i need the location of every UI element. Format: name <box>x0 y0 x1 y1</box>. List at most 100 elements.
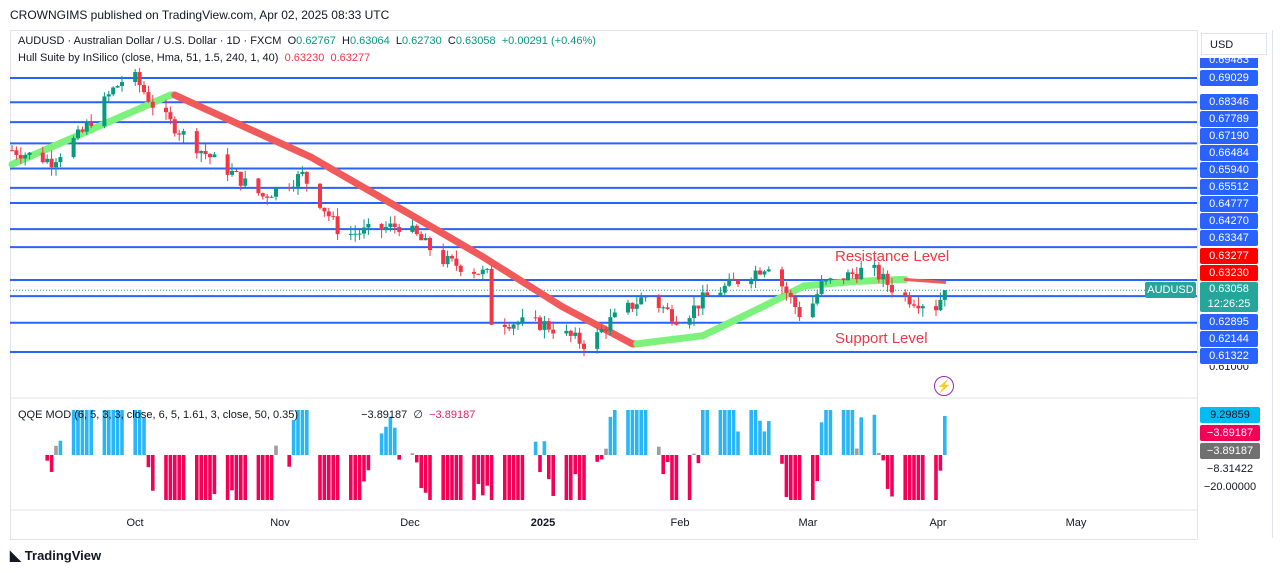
qqe-histogram-bar <box>445 455 450 500</box>
hull-band-up <box>848 276 905 286</box>
bar-countdown: 12:26:25 <box>1207 298 1251 310</box>
candle-down <box>476 273 481 275</box>
candle-down <box>397 227 402 232</box>
qqe-histogram-bar <box>146 455 151 468</box>
candle-down <box>731 278 736 281</box>
price-axis[interactable] <box>1197 30 1273 538</box>
hull-value-2: 0.63277 <box>330 52 371 64</box>
qqe-histogram-bar <box>137 410 142 455</box>
qqe-histogram-bar <box>261 455 265 500</box>
qqe-histogram-bar <box>485 455 489 486</box>
qqe-histogram-bar <box>613 410 617 455</box>
candle-down <box>265 196 270 198</box>
qqe-histogram-bar <box>727 410 731 455</box>
candle-up <box>599 329 604 333</box>
candle-down <box>260 193 265 197</box>
candle-up <box>564 330 569 334</box>
level-label: 0.64270 <box>1200 213 1258 229</box>
candle-down <box>788 292 793 297</box>
qqe-histogram-bar <box>503 455 507 500</box>
hull-legend[interactable]: Hull Suite by InSilico (close, Hma, 51, … <box>18 52 370 64</box>
qqe-histogram-bar <box>604 448 608 455</box>
qqe-value-2: −3.89187 <box>429 409 476 421</box>
close-label: C <box>447 35 456 47</box>
qqe-histogram-bar <box>300 410 305 455</box>
qqe-histogram-bar <box>335 455 340 500</box>
level-label: 0.65512 <box>1200 179 1258 195</box>
candle-up <box>27 152 32 155</box>
qqe-histogram-bar <box>511 455 516 500</box>
candle-up <box>410 225 415 232</box>
qqe-histogram-bar <box>749 410 753 455</box>
qqe-histogram-bar <box>459 455 463 500</box>
candle-up <box>872 264 877 268</box>
candle-down <box>142 85 146 93</box>
candle-up <box>762 271 767 275</box>
x-label-oct: Oct <box>126 517 144 529</box>
qqe-histogram-bar <box>890 455 894 497</box>
lightning-icon[interactable]: ⚡ <box>934 376 954 396</box>
candle-down <box>458 265 463 272</box>
qqe-legend[interactable]: QQE MOD (6, 5, 3, 3, close, 6, 5, 1.61, … <box>18 408 475 421</box>
low-value: 0.62730 <box>402 35 442 47</box>
qqe-histogram-bar <box>674 455 679 500</box>
candle-up <box>269 196 274 198</box>
candle-down <box>379 223 384 230</box>
qqe-histogram-bar <box>723 410 727 455</box>
hull-band-down <box>171 91 315 161</box>
candle-up <box>626 302 630 313</box>
tradingview-logo[interactable]: ◣ TradingView <box>10 547 101 564</box>
qqe-histogram-bar <box>177 455 181 500</box>
level-label: 0.66484 <box>1200 145 1258 161</box>
candle-up <box>106 94 111 97</box>
qqe-histogram-bar <box>415 455 419 463</box>
brand-name: TradingView <box>24 548 102 563</box>
candle-down <box>335 216 340 235</box>
qqe-histogram-bar <box>349 455 353 500</box>
qqe-histogram-bar <box>428 455 432 500</box>
candle-down <box>225 154 230 175</box>
qqe-histogram-bar <box>639 410 643 455</box>
qqe-histogram-bar <box>450 455 454 500</box>
qqe-histogram-bar <box>142 417 146 455</box>
hull-band-down <box>903 278 947 284</box>
candle-up <box>749 279 754 285</box>
qqe-histogram-bar <box>701 410 705 455</box>
candle-down <box>322 207 327 212</box>
qqe-histogram-bar <box>357 455 362 500</box>
candle-down <box>10 150 14 152</box>
candle-down <box>489 268 494 325</box>
qqe-histogram-bar <box>419 455 423 489</box>
candle-down <box>538 317 542 330</box>
qqe-histogram-bar <box>916 455 921 500</box>
candle-down <box>441 250 446 265</box>
qqe-axis-5: −20.00000 <box>1203 481 1257 493</box>
qqe-histogram-bar <box>71 410 76 455</box>
qqe-histogram-bar <box>551 455 555 496</box>
candle-up <box>859 267 864 280</box>
qqe-histogram-bar <box>533 441 538 455</box>
qqe-histogram-bar <box>657 446 661 455</box>
qqe-histogram-bar <box>758 420 762 455</box>
qqe-histogram-bar <box>489 455 494 500</box>
qqe-histogram-bar <box>318 455 322 500</box>
qqe-histogram-bar <box>256 455 261 500</box>
qqe-histogram-bar <box>819 422 824 455</box>
qqe-histogram-bar <box>305 410 309 455</box>
candle-up <box>687 318 692 325</box>
qqe-histogram-bar <box>397 455 401 460</box>
candle-down <box>903 292 908 296</box>
x-label-nov: Nov <box>270 517 290 529</box>
candle-up <box>661 307 666 309</box>
candle-down <box>304 171 309 184</box>
currency-selector[interactable]: USD <box>1201 33 1267 55</box>
x-label-apr: Apr <box>929 517 947 529</box>
candle-down <box>916 305 921 309</box>
qqe-histogram-bar <box>287 455 291 467</box>
qqe-histogram-bar <box>665 455 670 463</box>
candle-down <box>172 119 177 134</box>
qqe-histogram-bar <box>269 455 274 500</box>
candle-up <box>348 233 353 235</box>
symbol-title: AUDUSD · Australian Dollar / U.S. Dollar… <box>18 35 282 47</box>
